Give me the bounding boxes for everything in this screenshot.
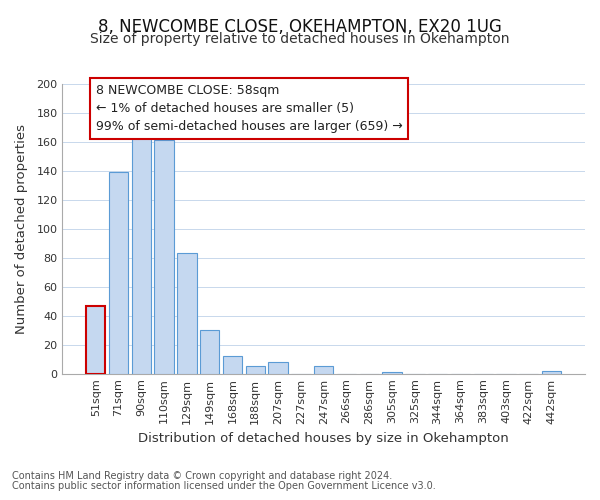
Text: 8, NEWCOMBE CLOSE, OKEHAMPTON, EX20 1UG: 8, NEWCOMBE CLOSE, OKEHAMPTON, EX20 1UG [98, 18, 502, 36]
Bar [177, 254, 197, 374]
Bar [542, 371, 561, 374]
Bar [245, 366, 265, 374]
Bar [109, 172, 128, 374]
Bar [268, 362, 288, 374]
Y-axis label: Number of detached properties: Number of detached properties [15, 124, 28, 334]
Bar [200, 330, 220, 374]
Text: Contains HM Land Registry data © Crown copyright and database right 2024.: Contains HM Land Registry data © Crown c… [12, 471, 392, 481]
Bar [154, 140, 174, 374]
Bar [86, 306, 106, 374]
Text: Contains public sector information licensed under the Open Government Licence v3: Contains public sector information licen… [12, 481, 436, 491]
Bar [382, 372, 402, 374]
Text: Size of property relative to detached houses in Okehampton: Size of property relative to detached ho… [90, 32, 510, 46]
Text: 8 NEWCOMBE CLOSE: 58sqm
← 1% of detached houses are smaller (5)
99% of semi-deta: 8 NEWCOMBE CLOSE: 58sqm ← 1% of detached… [96, 84, 403, 133]
Bar [314, 366, 334, 374]
X-axis label: Distribution of detached houses by size in Okehampton: Distribution of detached houses by size … [138, 432, 509, 445]
Bar [131, 132, 151, 374]
Bar [223, 356, 242, 374]
